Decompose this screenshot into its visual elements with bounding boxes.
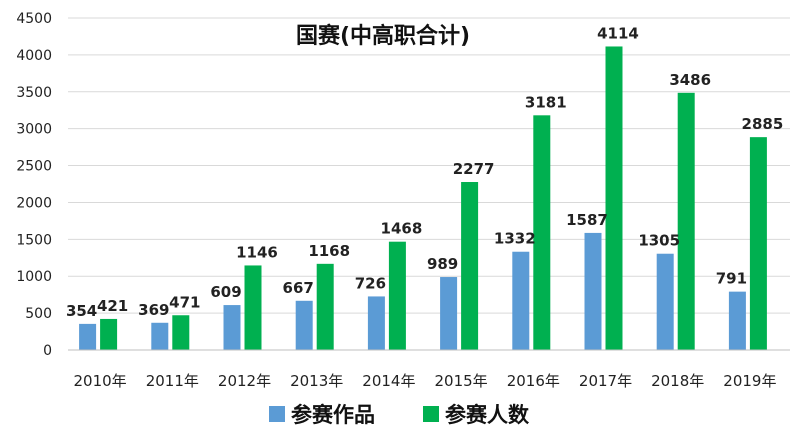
- data-label: 609: [210, 283, 241, 301]
- bar-works: [584, 232, 602, 350]
- bar-works: [728, 291, 746, 350]
- chart-title: 国赛(中高职合计): [296, 23, 470, 49]
- y-tick-label: 1000: [16, 269, 52, 285]
- y-tick-label: 2500: [16, 159, 52, 175]
- legend-label: 参赛人数: [445, 403, 530, 427]
- data-label: 2277: [453, 160, 495, 178]
- data-label: 791: [716, 270, 747, 288]
- y-tick-label: 500: [25, 306, 52, 322]
- x-tick-label: 2014年: [362, 372, 415, 390]
- y-tick-label: 3500: [16, 85, 52, 101]
- bar-works: [512, 251, 530, 350]
- bar-participants: [461, 182, 479, 350]
- data-label: 3486: [669, 71, 711, 89]
- data-label: 1468: [381, 220, 423, 238]
- bar-works: [656, 253, 674, 350]
- y-tick-label: 4000: [16, 48, 52, 64]
- x-tick-label: 2010年: [74, 372, 127, 390]
- y-tick-label: 3000: [16, 122, 52, 138]
- legend-swatch: [423, 406, 439, 422]
- data-label: 726: [355, 274, 386, 292]
- bar-works: [295, 300, 313, 350]
- bar-participants: [605, 46, 623, 351]
- data-label: 3181: [525, 93, 567, 111]
- data-label: 2885: [742, 115, 784, 133]
- bar-works: [367, 296, 385, 350]
- x-tick-label: 2011年: [146, 372, 199, 390]
- data-label: 989: [427, 255, 458, 273]
- data-label: 354: [66, 302, 97, 320]
- legend-label: 参赛作品: [291, 403, 375, 427]
- bar-works: [151, 322, 169, 350]
- data-label: 1305: [638, 232, 680, 250]
- bar-participants: [388, 241, 406, 350]
- bar-participants: [172, 315, 190, 350]
- bar-participants: [244, 265, 262, 350]
- bar-participants: [100, 318, 118, 350]
- x-tick-label: 2018年: [651, 372, 704, 390]
- y-tick-label: 2000: [16, 195, 52, 211]
- x-tick-label: 2016年: [507, 372, 560, 390]
- bar-participants: [533, 115, 551, 350]
- y-tick-label: 4500: [16, 11, 52, 27]
- x-tick-label: 2019年: [723, 372, 776, 390]
- bar-works: [223, 305, 241, 350]
- data-label: 1146: [236, 243, 278, 261]
- legend-swatch: [269, 406, 285, 422]
- data-label: 1168: [308, 242, 350, 260]
- bar-works: [79, 323, 97, 350]
- grid: [68, 17, 790, 314]
- axes: 0 500 1000 1500 2000 2500 3000 3500 4000 4500 2010…: [16, 11, 790, 390]
- data-label: 1332: [494, 230, 536, 248]
- bar-participants: [316, 263, 334, 350]
- data-label: 4114: [597, 24, 639, 42]
- bar-works: [440, 277, 458, 350]
- bar-participants: [677, 92, 695, 350]
- bars: [79, 46, 767, 351]
- x-tick-label: 2012年: [218, 372, 271, 390]
- legend: 参赛作品 参赛人数: [269, 403, 530, 427]
- x-tick-label: 2015年: [435, 372, 488, 390]
- x-tick-label: 2013年: [290, 372, 343, 390]
- data-label: 369: [138, 301, 169, 319]
- y-tick-label: 0: [43, 343, 52, 359]
- y-tick-label: 1500: [16, 232, 52, 248]
- data-label: 667: [283, 279, 314, 297]
- bar-participants: [749, 137, 767, 350]
- data-label: 421: [97, 297, 128, 315]
- x-tick-label: 2017年: [579, 372, 632, 390]
- data-label: 471: [169, 293, 200, 311]
- data-label: 1587: [566, 211, 608, 229]
